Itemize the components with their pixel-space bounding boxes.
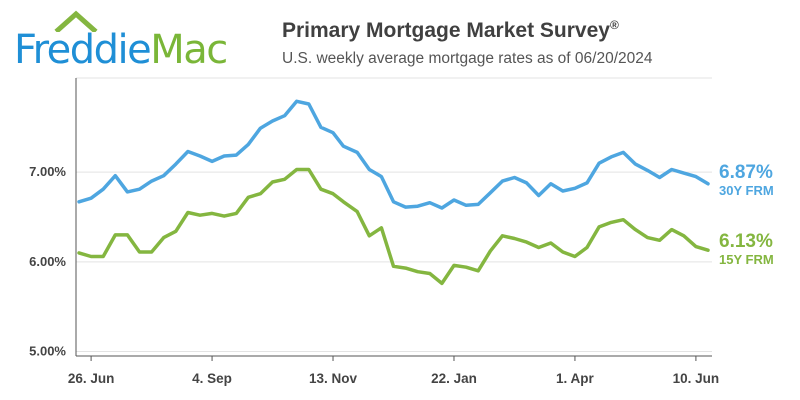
x-tick-label: 26. Jun [68, 371, 115, 386]
x-tick-label: 4. Sep [192, 371, 232, 386]
series-end-value-rate30: 6.87% [719, 162, 773, 183]
x-tick-label: 13. Nov [309, 371, 358, 386]
x-tick-label: 10. Jun [673, 371, 720, 386]
logo-wordmark: FreddieMac [14, 27, 228, 73]
series-end-value-rate15: 6.13% [719, 231, 773, 252]
registered-mark: ® [609, 18, 619, 32]
chart-title-text: Primary Mortgage Market Survey [282, 19, 610, 42]
y-tick-label: 6.00% [29, 254, 66, 269]
house-roof-icon [54, 10, 98, 32]
series-line-rate30 [77, 99, 710, 210]
logo-text-mac: Mac [150, 27, 228, 73]
chart-title: Primary Mortgage Market Survey® [282, 18, 619, 43]
x-tick-label: 22. Jan [431, 371, 477, 386]
chart-subtitle: U.S. weekly average mortgage rates as of… [282, 50, 653, 67]
x-tick-label: 1. Apr [556, 371, 595, 386]
y-tick-label: 5.00% [29, 344, 66, 359]
freddie-mac-logo: FreddieMac [14, 8, 259, 72]
series-name-rate30: 30Y FRM [719, 183, 774, 198]
series-line-rate15 [77, 167, 710, 286]
series-name-rate15: 15Y FRM [719, 252, 774, 267]
logo-text-freddie: Freddie [14, 27, 152, 73]
y-tick-label: 7.00% [29, 164, 66, 179]
